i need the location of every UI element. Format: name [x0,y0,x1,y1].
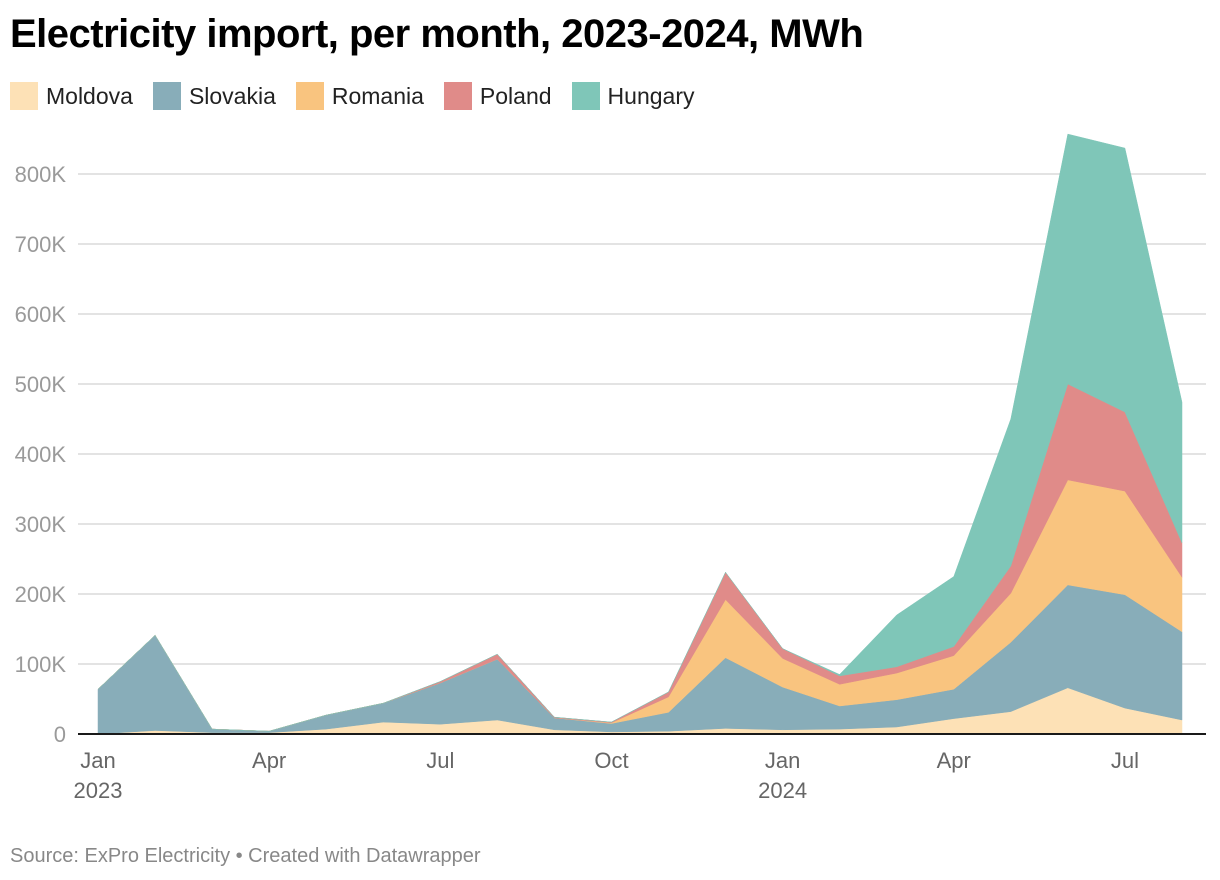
legend-item-slovakia: Slovakia [152,82,276,110]
x-tick-label: Jan [80,748,115,773]
x-tick-label: Jul [426,748,454,773]
x-tick-label: Oct [594,748,628,773]
y-tick-label: 600K [15,302,67,327]
chart-title: Electricity import, per month, 2023-2024… [10,12,864,56]
area-hungary [97,133,1183,732]
legend-item-poland: Poland [443,82,552,110]
y-tick-label: 400K [15,442,67,467]
legend-label-poland: Poland [479,82,552,109]
y-tick-label: 800K [15,162,67,187]
legend-swatch-slovakia [152,82,181,110]
x-axis: Jan 2023 Apr Jul Oct Jan 2024 Apr Jul [74,748,1139,803]
legend-item-moldova: Moldova [10,82,133,110]
legend-swatch-poland [443,82,472,110]
legend-label-romania: Romania [331,82,424,109]
legend: Moldova Slovakia Romania Poland Hungary [10,82,714,110]
y-tick-label: 700K [15,232,67,257]
y-tick-label: 0 [54,722,66,747]
y-tick-label: 100K [15,652,67,677]
x-tick-label: Apr [252,748,286,773]
legend-swatch-romania [295,82,324,110]
x-tick-label: Apr [937,748,971,773]
y-tick-label: 500K [15,372,67,397]
legend-item-romania: Romania [295,82,424,110]
legend-label-hungary: Hungary [607,82,695,109]
y-tick-label: 300K [15,512,67,537]
y-axis: 0 100K 200K 300K 400K 500K 600K 700K 800K [15,162,67,747]
x-tick-label: Jan [765,748,800,773]
x-tick-year-label: 2023 [74,778,123,803]
y-tick-label: 200K [15,582,67,607]
source-note: Source: ExPro Electricity • Created with… [10,845,481,867]
areas [97,133,1183,735]
legend-label-moldova: Moldova [46,82,133,109]
x-tick-label: Jul [1111,748,1139,773]
legend-label-slovakia: Slovakia [188,82,276,109]
x-tick-year-label: 2024 [758,778,807,803]
legend-swatch-moldova [10,82,38,110]
legend-swatch-hungary [571,82,600,110]
legend-item-hungary: Hungary [571,82,695,110]
